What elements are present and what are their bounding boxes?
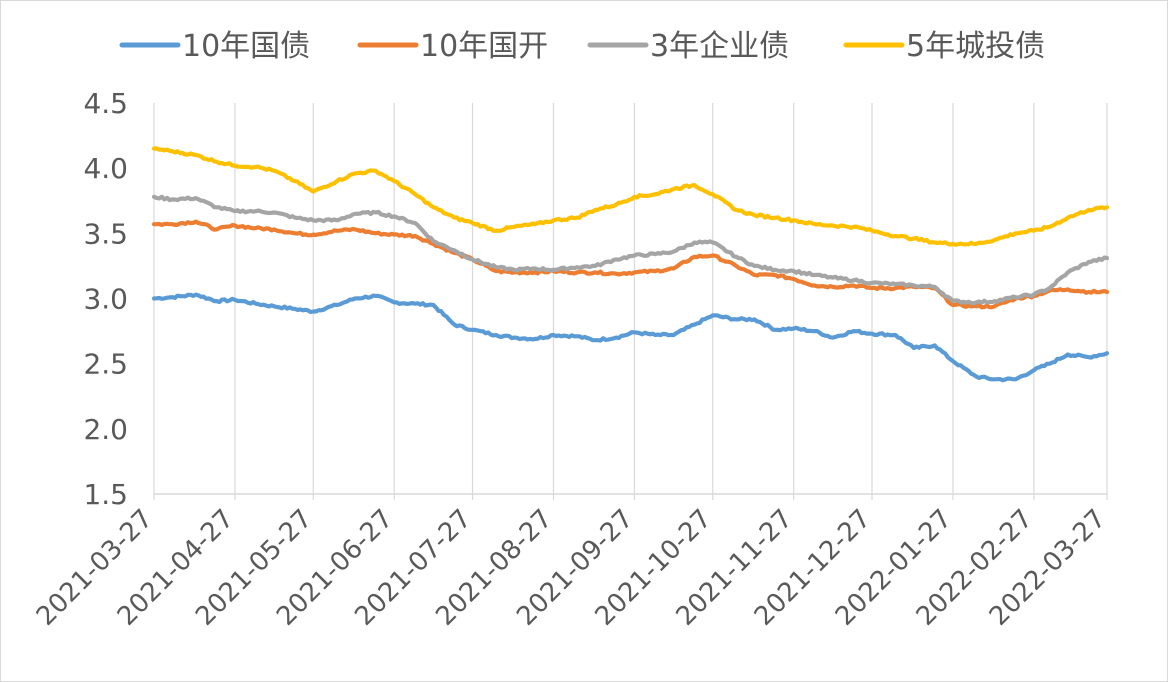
legend-label: 3年企业债	[650, 29, 789, 64]
series-line-3	[151, 194, 1110, 306]
y-tick-label: 2.5	[83, 348, 128, 381]
y-tick-label: 3.5	[83, 217, 128, 250]
series-line-1	[151, 292, 1110, 383]
legend-label: 5年城投债	[906, 29, 1045, 64]
y-axis-ticks: 4.5 4.0 3.5 3.0 2.5 2.0 1.5	[83, 87, 128, 511]
series-line-2	[151, 219, 1110, 310]
y-tick-label: 4.5	[83, 87, 128, 120]
y-tick-label: 2.0	[83, 413, 128, 446]
y-tick-label: 4.0	[83, 152, 128, 185]
series-line-4	[151, 146, 1110, 247]
y-tick-label: 1.5	[83, 478, 128, 511]
legend-label: 10年国债	[182, 29, 310, 64]
y-tick-label: 3.0	[83, 283, 128, 316]
vertical-gridlines	[153, 103, 1108, 494]
legend: 10年国债 10年国开 3年企业债 5年城投债	[119, 29, 1045, 64]
series-lines	[151, 146, 1110, 383]
x-axis-ticks: 2021-03-272021-04-272021-05-272021-06-27…	[31, 494, 1112, 632]
legend-label: 10年国开	[420, 29, 548, 64]
